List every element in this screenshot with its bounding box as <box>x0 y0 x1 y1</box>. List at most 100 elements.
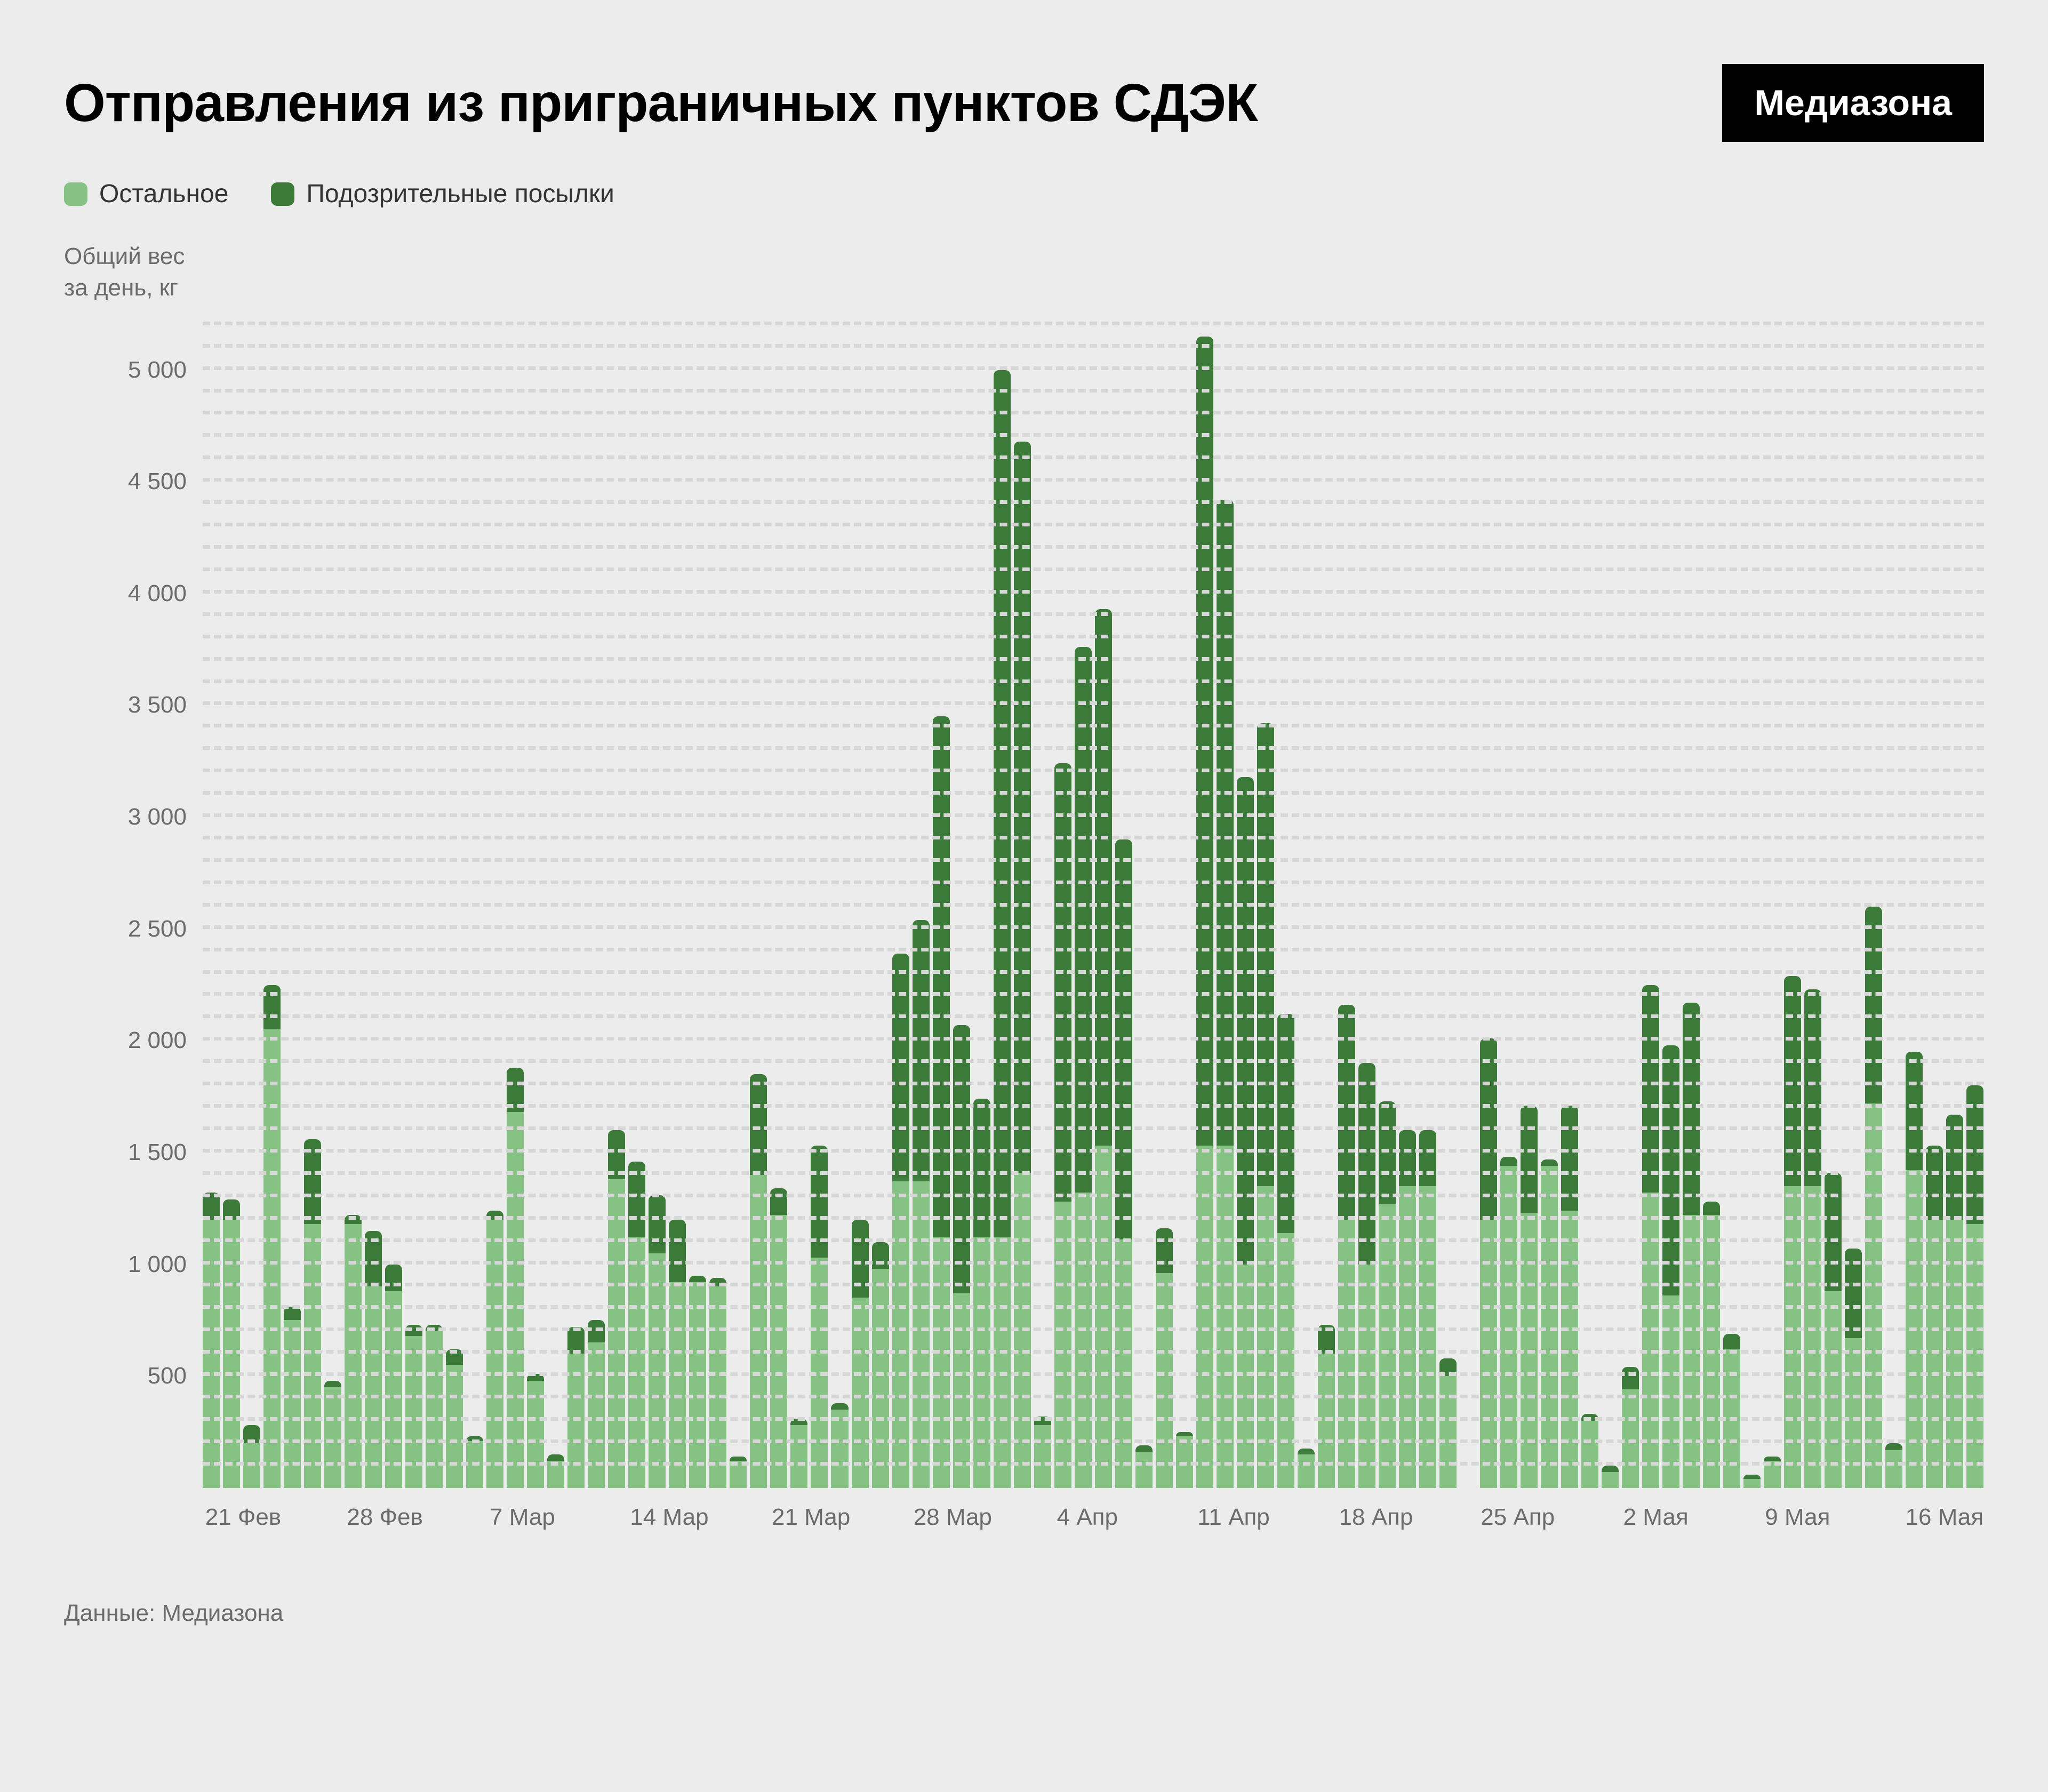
bar-segment-suspicious <box>1906 1052 1923 1170</box>
gridline <box>203 1126 1984 1130</box>
bar <box>385 325 402 1488</box>
bar <box>1399 325 1416 1488</box>
x-tick-label: 4 Апр <box>1057 1504 1118 1531</box>
gridline <box>203 1283 1984 1286</box>
bar-segment-other <box>831 1410 848 1488</box>
gridline <box>203 635 1984 638</box>
bar-segment-other <box>1642 1193 1659 1487</box>
bar <box>466 325 483 1488</box>
bar-segment-suspicious <box>1723 1334 1740 1349</box>
bar <box>1419 325 1436 1488</box>
bar <box>933 325 950 1488</box>
bar <box>1581 325 1598 1488</box>
legend: Остальное Подозрительные посылки <box>64 179 1984 209</box>
bar <box>892 325 909 1488</box>
bar-segment-suspicious <box>1926 1146 1943 1219</box>
bar <box>1804 325 1821 1488</box>
bar-segment-suspicious <box>770 1188 787 1215</box>
y-tick-label: 5 000 <box>64 357 187 383</box>
gridline <box>203 881 1984 884</box>
bar <box>608 325 625 1488</box>
bar-segment-suspicious <box>1054 763 1071 1202</box>
gridline <box>203 1194 1984 1197</box>
bar <box>872 325 889 1488</box>
chart: 5001 0001 5002 0002 5003 0003 5004 0004 … <box>64 325 1984 1552</box>
bar <box>1217 325 1234 1488</box>
bar <box>649 325 666 1488</box>
y-tick-label: 4 500 <box>64 468 187 495</box>
gridline <box>203 1149 1984 1153</box>
gridline <box>203 1327 1984 1331</box>
bar-segment-other <box>1602 1472 1619 1487</box>
bar-segment-suspicious <box>1885 1443 1902 1450</box>
gridline <box>203 1261 1984 1265</box>
legend-label-suspicious: Подозрительные посылки <box>306 179 614 209</box>
gridline <box>203 1439 1984 1443</box>
bar-segment-other <box>1622 1389 1639 1487</box>
bar-segment-other <box>507 1112 524 1487</box>
y-tick-label: 1 000 <box>64 1251 187 1278</box>
y-tick-label: 2 500 <box>64 916 187 942</box>
bar <box>1825 325 1842 1488</box>
y-tick-label: 1 500 <box>64 1139 187 1166</box>
gridline <box>203 836 1984 839</box>
bar <box>709 325 726 1488</box>
bar <box>1906 325 1923 1488</box>
bar-segment-other <box>689 1282 706 1488</box>
bar-segment-suspicious <box>669 1220 686 1282</box>
bar <box>750 325 767 1488</box>
bar <box>1946 325 1963 1488</box>
bar <box>1885 325 1902 1488</box>
bar <box>1966 325 1983 1488</box>
y-tick-label: 4 000 <box>64 580 187 607</box>
bar <box>527 325 544 1488</box>
bar-segment-suspicious <box>1156 1228 1173 1273</box>
bar <box>1318 325 1335 1488</box>
x-tick-label: 2 Мая <box>1623 1504 1689 1531</box>
bar-segment-suspicious <box>1602 1466 1619 1473</box>
bar-segment-other <box>1135 1452 1153 1488</box>
bar-segment-suspicious <box>1379 1101 1396 1204</box>
bar <box>1845 325 1862 1488</box>
page-title: Отправления из приграничных пунктов СДЭК <box>64 73 1258 134</box>
bar-segment-other <box>1115 1239 1132 1487</box>
bar <box>1237 325 1254 1488</box>
plot-area <box>203 325 1984 1488</box>
y-axis-title-line2: за день, кг <box>64 275 178 301</box>
bar-segment-suspicious <box>1217 500 1234 1146</box>
y-tick-label: 3 000 <box>64 804 187 830</box>
x-tick-label: 28 Фев <box>347 1504 422 1531</box>
bar-segment-other <box>933 1237 950 1488</box>
bar <box>1439 325 1457 1488</box>
bar-segment-suspicious <box>730 1457 747 1461</box>
bar-segment-suspicious <box>1135 1445 1153 1452</box>
bar-segment-other <box>1277 1233 1294 1488</box>
y-axis: 5001 0001 5002 0002 5003 0003 5004 0004 … <box>64 325 203 1488</box>
bar-segment-suspicious <box>689 1276 706 1283</box>
x-tick-label: 11 Апр <box>1197 1504 1270 1531</box>
gridline <box>203 322 1984 325</box>
bar-segment-suspicious <box>831 1403 848 1410</box>
bar <box>1500 325 1517 1488</box>
gridline <box>203 724 1984 727</box>
gridline <box>203 1059 1984 1063</box>
bar-segment-other <box>790 1425 807 1487</box>
gridline <box>203 1372 1984 1376</box>
bar <box>730 325 747 1488</box>
bar <box>628 325 645 1488</box>
bar <box>790 325 807 1488</box>
bar <box>446 325 463 1488</box>
bar <box>263 325 281 1488</box>
bar <box>203 325 220 1488</box>
bar <box>1521 325 1538 1488</box>
gridline <box>203 478 1984 482</box>
gridline <box>203 769 1984 772</box>
bar-segment-other <box>1358 1265 1375 1488</box>
bar-segment-suspicious <box>1277 1014 1294 1233</box>
bar-segment-suspicious <box>750 1074 767 1175</box>
bar <box>547 325 564 1488</box>
bar <box>588 325 605 1488</box>
gridline <box>203 1171 1984 1175</box>
bar-segment-suspicious <box>1500 1157 1517 1166</box>
x-tick-label: 16 Мая <box>1905 1504 1983 1531</box>
